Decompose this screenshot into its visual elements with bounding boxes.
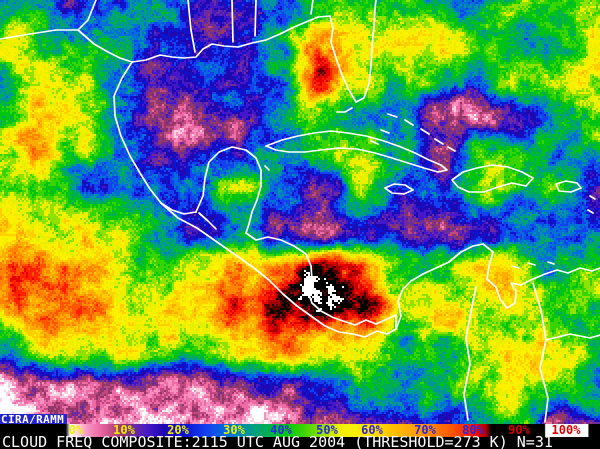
colorbar-tick-label: 70% [414, 423, 436, 437]
cloud-frequency-map [0, 0, 600, 424]
colorbar-tick-label: 40% [270, 423, 292, 437]
colorbar-tick-label: 80% [462, 423, 484, 437]
colorbar-tick-label: 100% [551, 423, 581, 437]
colorbar-tick-label: 10% [113, 423, 135, 437]
colorbar-tick-label: 50% [316, 423, 338, 437]
colorbar-tick-label: 60% [361, 423, 383, 437]
credit-badge: CIRA/RAMM [0, 414, 68, 426]
colorbar-tick-label: 90% [508, 423, 530, 437]
footer-bar: 0% 10% 20% 30% 40% 50% 60% 70% 80% 90% 100% CLOUD … [0, 424, 600, 449]
caption-text: CLOUD FREQ COMPOSITE:2115 UTC AUG 2004 (… [2, 433, 553, 449]
colorbar-tick-label: 20% [167, 423, 189, 437]
colorbar: 0% 10% 20% 30% 40% 50% 60% 70% 80% 90% 100% [62, 424, 597, 437]
colorbar-tick-label: 0% [68, 423, 84, 437]
colorbar-tick-label: 30% [223, 423, 245, 437]
